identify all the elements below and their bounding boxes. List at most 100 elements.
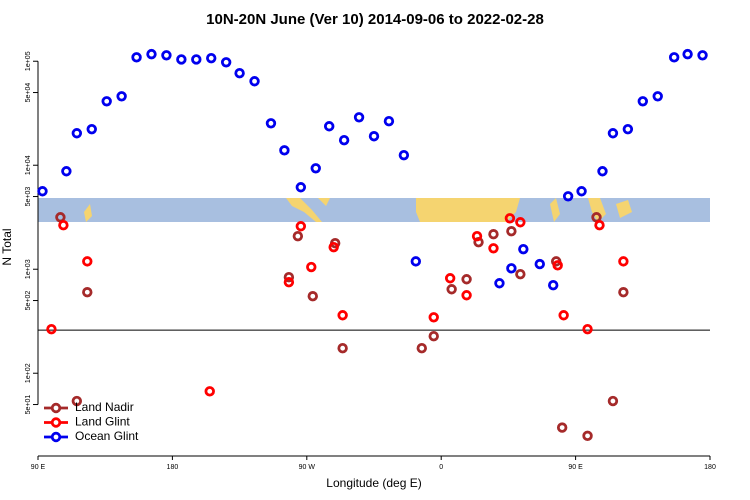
point [618, 256, 629, 267]
point [552, 260, 563, 271]
x-tick-label: 90 W [299, 464, 316, 471]
point [295, 182, 307, 193]
point [582, 430, 593, 442]
x-tick-label: 180 [704, 464, 716, 471]
point [515, 268, 526, 280]
point [428, 312, 439, 323]
point [548, 280, 559, 291]
point [652, 91, 663, 102]
y-axis-label: N Total [0, 228, 14, 265]
x-tick-label: 90 E [31, 464, 46, 471]
point [86, 124, 97, 135]
point [504, 213, 516, 224]
point [597, 166, 608, 177]
point [446, 284, 457, 295]
point [618, 287, 629, 298]
point [488, 243, 499, 254]
point [682, 48, 693, 60]
point [534, 258, 545, 270]
point [279, 145, 290, 156]
point [558, 310, 569, 321]
point [582, 324, 593, 335]
y-tick-label: 1e+05 [25, 51, 32, 71]
y-tick-label: 1e+03 [25, 259, 32, 279]
point [58, 220, 69, 231]
point [461, 290, 472, 301]
point [461, 274, 472, 285]
point [71, 395, 83, 407]
point [622, 124, 634, 135]
y-tick-label: 1e+02 [25, 363, 32, 383]
point [146, 48, 157, 60]
point [488, 229, 499, 240]
point [71, 128, 83, 139]
x-tick-label: 180 [167, 464, 179, 471]
point [206, 52, 217, 64]
point [576, 186, 587, 197]
point [101, 96, 112, 107]
point [220, 57, 232, 68]
point [428, 331, 439, 342]
point [307, 291, 318, 302]
point [410, 256, 422, 267]
chart-title: 10N-20N June (Ver 10) 2014-09-06 to 2022… [206, 11, 544, 28]
point [353, 112, 365, 123]
legend-marker [50, 402, 62, 414]
point [249, 76, 260, 87]
point [337, 343, 348, 354]
point [131, 52, 142, 63]
point [556, 422, 568, 433]
point [116, 91, 127, 102]
y-tick-label: 1e+04 [25, 155, 32, 175]
point [324, 121, 335, 132]
point [668, 52, 680, 63]
point [292, 230, 304, 242]
legend-label: Ocean Glint [75, 429, 139, 443]
point [82, 256, 93, 267]
map-band [38, 198, 710, 222]
legend-marker [50, 431, 62, 443]
point [594, 220, 605, 231]
point [204, 386, 215, 397]
point [337, 310, 348, 321]
legend-label: Land Nadir [75, 400, 134, 414]
point [234, 68, 245, 79]
point [607, 128, 619, 139]
point [82, 287, 93, 298]
point [562, 191, 574, 202]
point [471, 230, 483, 242]
legend-label: Land Glint [75, 415, 130, 429]
legend-marker [50, 417, 62, 428]
y-tick-label: 5e+01 [25, 395, 32, 415]
point [383, 116, 395, 127]
point [697, 50, 708, 61]
point [46, 324, 57, 335]
point [444, 273, 456, 284]
y-tick-label: 5e+02 [25, 291, 32, 311]
point [398, 149, 410, 161]
point [328, 241, 339, 253]
point [607, 395, 619, 407]
point [637, 96, 648, 107]
point [506, 263, 517, 274]
point [368, 131, 380, 142]
point [191, 54, 202, 65]
point [283, 272, 295, 283]
point [506, 226, 517, 237]
x-axis-label: Longitude (deg E) [326, 476, 421, 490]
point [283, 277, 295, 288]
point [161, 50, 172, 61]
point [306, 261, 317, 273]
point [176, 54, 187, 65]
y-tick-label: 5e+03 [25, 187, 32, 207]
point [265, 118, 277, 129]
point [416, 343, 427, 354]
y-tick-label: 5e+04 [25, 83, 32, 103]
point [295, 221, 307, 232]
point [518, 243, 529, 255]
point [338, 135, 350, 146]
x-tick-label: 0 [439, 464, 443, 471]
point [515, 217, 526, 228]
point [37, 186, 48, 197]
